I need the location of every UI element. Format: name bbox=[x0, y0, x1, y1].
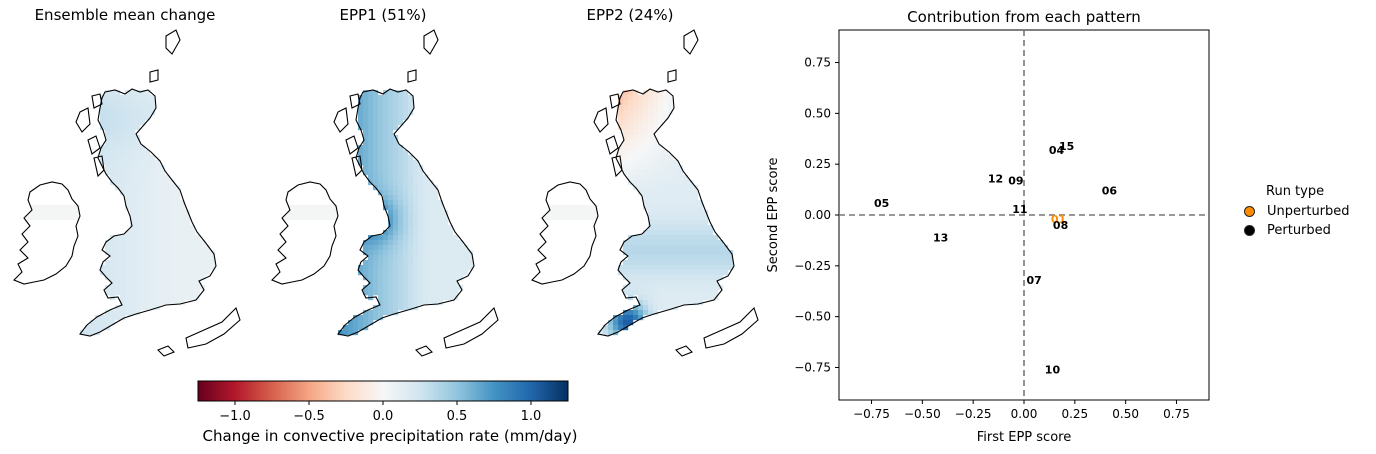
y-tick-label: 0.75 bbox=[804, 56, 831, 70]
legend-entry-unperturbed: Unperturbed bbox=[1240, 204, 1350, 219]
map-mean bbox=[13, 29, 241, 357]
map-title-epp1: EPP1 (51%) bbox=[339, 6, 427, 24]
perturbed-marker bbox=[1244, 225, 1255, 236]
coastline bbox=[271, 29, 499, 357]
y-tick-label: 0.50 bbox=[804, 106, 831, 120]
y-tick-label: 0.00 bbox=[804, 208, 831, 222]
y-axis-label: Second EPP score bbox=[766, 158, 781, 273]
point-label: 12 bbox=[988, 172, 1003, 185]
point-label: 01 bbox=[1051, 213, 1066, 226]
point-label: 05 bbox=[874, 197, 889, 210]
colorbar-tick-label: 0.0 bbox=[373, 409, 394, 424]
x-tick-label: 0.50 bbox=[1112, 407, 1139, 421]
y-tick-label: −0.50 bbox=[794, 310, 831, 324]
y-tick-label: −0.25 bbox=[794, 259, 831, 273]
legend-entry-perturbed: Perturbed bbox=[1240, 223, 1350, 238]
x-tick-label: −0.50 bbox=[904, 407, 941, 421]
colorbar-tick-label: 0.5 bbox=[447, 409, 468, 424]
x-axis-label: First EPP score bbox=[977, 430, 1071, 445]
map-title-mean: Ensemble mean change bbox=[34, 6, 216, 24]
colorbar-tick-label: −0.5 bbox=[293, 409, 325, 424]
x-tick-label: 0.75 bbox=[1163, 407, 1190, 421]
x-tick-label: 0.25 bbox=[1061, 407, 1088, 421]
coastline bbox=[531, 29, 759, 357]
maps-panel bbox=[13, 29, 759, 357]
colorbar-gradient bbox=[197, 380, 569, 402]
legend-label-unperturbed: Unperturbed bbox=[1267, 204, 1350, 219]
point-label: 10 bbox=[1045, 364, 1061, 377]
legend-label-perturbed: Perturbed bbox=[1267, 223, 1331, 238]
colorbar: −1.0 −0.5 0.0 0.5 1.0 bbox=[197, 380, 569, 424]
point-label: 08 bbox=[1053, 219, 1068, 232]
legend-title: Run type bbox=[1266, 184, 1325, 199]
unperturbed-marker bbox=[1244, 206, 1255, 217]
point-label: 06 bbox=[1102, 185, 1118, 198]
map-title-epp2: EPP2 (24%) bbox=[586, 6, 674, 24]
point-label: 07 bbox=[1027, 274, 1042, 287]
point-label: 15 bbox=[1059, 140, 1074, 153]
colorbar-tick-label: −1.0 bbox=[219, 409, 251, 424]
map-epp1 bbox=[271, 29, 499, 357]
colorbar-tick-label: 1.0 bbox=[521, 409, 542, 424]
y-tick-label: −0.75 bbox=[794, 360, 831, 374]
map-epp2 bbox=[531, 29, 759, 357]
point-label: 11 bbox=[1012, 203, 1027, 216]
point-label: 13 bbox=[933, 231, 948, 244]
x-tick-label: −0.75 bbox=[853, 407, 890, 421]
coastline bbox=[13, 29, 241, 357]
x-tick-label: −0.25 bbox=[955, 407, 992, 421]
scatter-chart: Contribution from each pattern −0.75 −0.5… bbox=[766, 8, 1210, 445]
scatter-title: Contribution from each pattern bbox=[907, 8, 1141, 26]
colorbar-label: Change in convective precipitation rate … bbox=[202, 427, 578, 445]
point-label: 09 bbox=[1008, 174, 1023, 187]
run-type-legend: Run type Unperturbed Perturbed bbox=[1240, 184, 1350, 242]
x-tick-label: 0.00 bbox=[1011, 407, 1038, 421]
y-tick-label: 0.25 bbox=[804, 157, 831, 171]
point-label: 04 bbox=[1049, 144, 1065, 157]
